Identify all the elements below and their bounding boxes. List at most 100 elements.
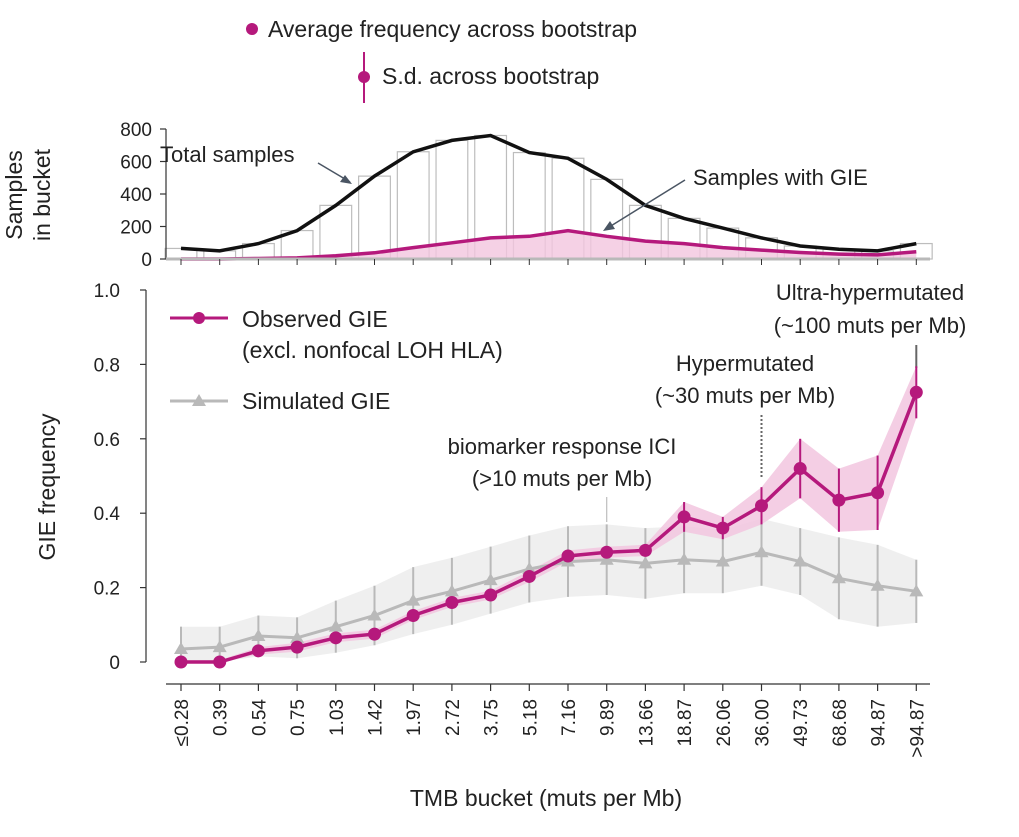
- observed-point-6: [406, 609, 420, 622]
- observed-line: [181, 391, 918, 664]
- bar-5: [358, 175, 391, 260]
- samples-ytick-label-4: 800: [120, 120, 152, 141]
- simulated-band: [181, 518, 917, 662]
- x-tick-label-15: 36.00: [753, 699, 774, 747]
- x-tick-label-6: 1.97: [404, 699, 425, 736]
- samples-y-axis: 0 200 400 600 800: [120, 120, 167, 271]
- x-tick-label-5: 1.42: [366, 699, 387, 736]
- x-tick-label-8: 3.75: [482, 699, 503, 736]
- gie-samples-arrowhead: [603, 221, 615, 231]
- simulated-point-1: [212, 640, 227, 653]
- observed-points: [174, 385, 923, 669]
- total-samples-line: [180, 133, 917, 253]
- samples-ylabel-line2: in bucket: [29, 148, 55, 241]
- legend-sd-label: S.d. across bootstrap: [382, 63, 599, 89]
- observed-point-17: [832, 493, 846, 507]
- frequency-ytick-label-4: 0.8: [94, 355, 120, 376]
- simulated-point-17: [831, 571, 846, 584]
- simulated-point-0: [174, 641, 188, 654]
- legend-observed-marker: [193, 312, 205, 324]
- frequency-panel: 0 0.2 0.4 0.6 0.8 1.0 ≤0.28 0.39 0.54 0.75 1.03 1.…: [34, 280, 966, 811]
- x-tick-label-14: 26.06: [714, 699, 735, 747]
- samples-x-ticks: [180, 259, 917, 265]
- simulated-point-6: [406, 593, 421, 606]
- simulated-point-4: [328, 619, 343, 632]
- observed-point-18: [871, 486, 885, 500]
- observed-point-2: [251, 644, 265, 658]
- threshold-lines: [606, 345, 918, 522]
- simulated-point-5: [367, 608, 382, 621]
- x-tick-label-0: ≤0.28: [172, 699, 193, 746]
- samples-ytick-label-3: 600: [120, 153, 152, 174]
- legend-avg-marker: [246, 23, 258, 35]
- observed-point-10: [561, 549, 575, 563]
- gie-samples-arrow: [605, 179, 686, 230]
- simulated-point-3: [290, 630, 305, 643]
- x-tick-label-16: 49.73: [791, 699, 812, 747]
- ultra-annotation-line2: (~100 muts per Mb): [774, 313, 967, 338]
- samples-ytick-label-0: 0: [141, 250, 152, 271]
- simulated-point-15: [754, 545, 769, 558]
- x-tick-label-12: 13.66: [636, 699, 657, 747]
- observed-point-11: [600, 545, 614, 559]
- simulated-point-14: [715, 554, 730, 567]
- x-tick-label-2: 0.54: [249, 699, 270, 736]
- x-tick-label-3: 0.75: [288, 699, 309, 736]
- frequency-ytick-label-2: 0.4: [94, 504, 121, 525]
- frequency-ytick-label-3: 0.6: [94, 430, 120, 451]
- simulated-point-13: [677, 552, 692, 565]
- ici-annotation-line1: biomarker response ICI: [448, 434, 677, 459]
- observed-point-7: [445, 595, 459, 609]
- observed-point-0: [174, 655, 188, 669]
- observed-point-3: [290, 640, 304, 654]
- x-axis-title: TMB bucket (muts per Mb): [410, 785, 682, 811]
- simulated-point-18: [870, 578, 885, 591]
- observed-point-8: [484, 588, 498, 602]
- legend-simulated-marker: [192, 394, 206, 406]
- observed-point-1: [213, 655, 227, 669]
- x-tick-label-9: 5.18: [520, 699, 541, 736]
- x-tick-label-19: >94.87: [907, 699, 928, 758]
- ultra-annotation-line1: Ultra-hypermutated: [776, 280, 964, 305]
- frequency-ytick-label-1: 0.2: [94, 579, 120, 600]
- frequency-ytick-label-0: 0: [109, 653, 120, 674]
- simulated-point-12: [638, 556, 653, 569]
- observed-band: [181, 366, 917, 662]
- total-samples-arrowhead: [340, 175, 352, 184]
- frequency-y-axis: 0 0.2 0.4 0.6 0.8 1.0: [94, 281, 147, 674]
- samples-ytick-label-2: 400: [120, 185, 152, 206]
- total-samples-annotation: Total samples: [160, 142, 295, 167]
- bar-6: [396, 151, 430, 260]
- simulated-point-16: [793, 554, 808, 567]
- observed-point-4: [329, 631, 343, 645]
- observed-point-16: [793, 462, 807, 476]
- hyper-annotation-line2: (~30 muts per Mb): [655, 383, 835, 408]
- observed-point-13: [677, 510, 691, 524]
- ici-annotation-line2: (>10 muts per Mb): [472, 466, 652, 491]
- x-tick-label-17: 68.68: [830, 699, 851, 747]
- top-legend: Average frequency across bootstrap S.d. …: [246, 16, 637, 103]
- simulated-point-8: [483, 573, 498, 586]
- observed-point-19: [909, 385, 923, 399]
- series-legend: Observed GIE (excl. nonfocal LOH HLA) Si…: [170, 306, 503, 414]
- x-tick-label-18: 94.87: [869, 699, 890, 747]
- simulated-point-19: [909, 584, 924, 597]
- observed-point-14: [716, 521, 730, 535]
- x-tick-label-11: 9.89: [598, 699, 619, 736]
- legend-observed-label: Observed GIE: [242, 306, 388, 332]
- x-tick-label-7: 2.72: [443, 699, 464, 736]
- frequency-ylabel: GIE frequency: [34, 413, 60, 561]
- hyper-annotation-line1: Hypermutated: [676, 351, 814, 376]
- frequency-ytick-label-5: 1.0: [94, 281, 120, 302]
- x-tick-label-1: 0.39: [211, 699, 232, 736]
- samples-ylabel-line1: Samples: [1, 150, 27, 239]
- x-tick-label-10: 7.16: [559, 699, 580, 736]
- gie-samples-area: [181, 230, 917, 259]
- observed-point-15: [755, 499, 768, 513]
- legend-avg-label: Average frequency across bootstrap: [268, 16, 637, 42]
- samples-ytick-label-1: 200: [120, 218, 152, 239]
- legend-sd-marker: [358, 71, 370, 83]
- simulated-point-2: [251, 628, 266, 641]
- observed-point-9: [522, 569, 536, 583]
